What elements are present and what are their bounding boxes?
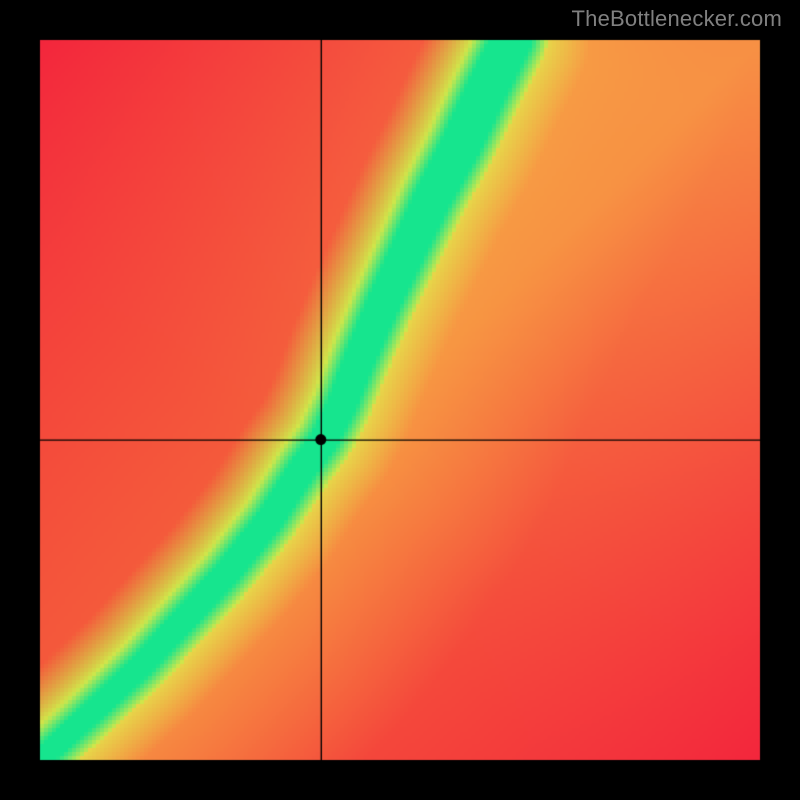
attribution-text: TheBottlenecker.com — [572, 6, 782, 32]
heatmap-canvas — [0, 0, 800, 800]
chart-container: TheBottlenecker.com — [0, 0, 800, 800]
